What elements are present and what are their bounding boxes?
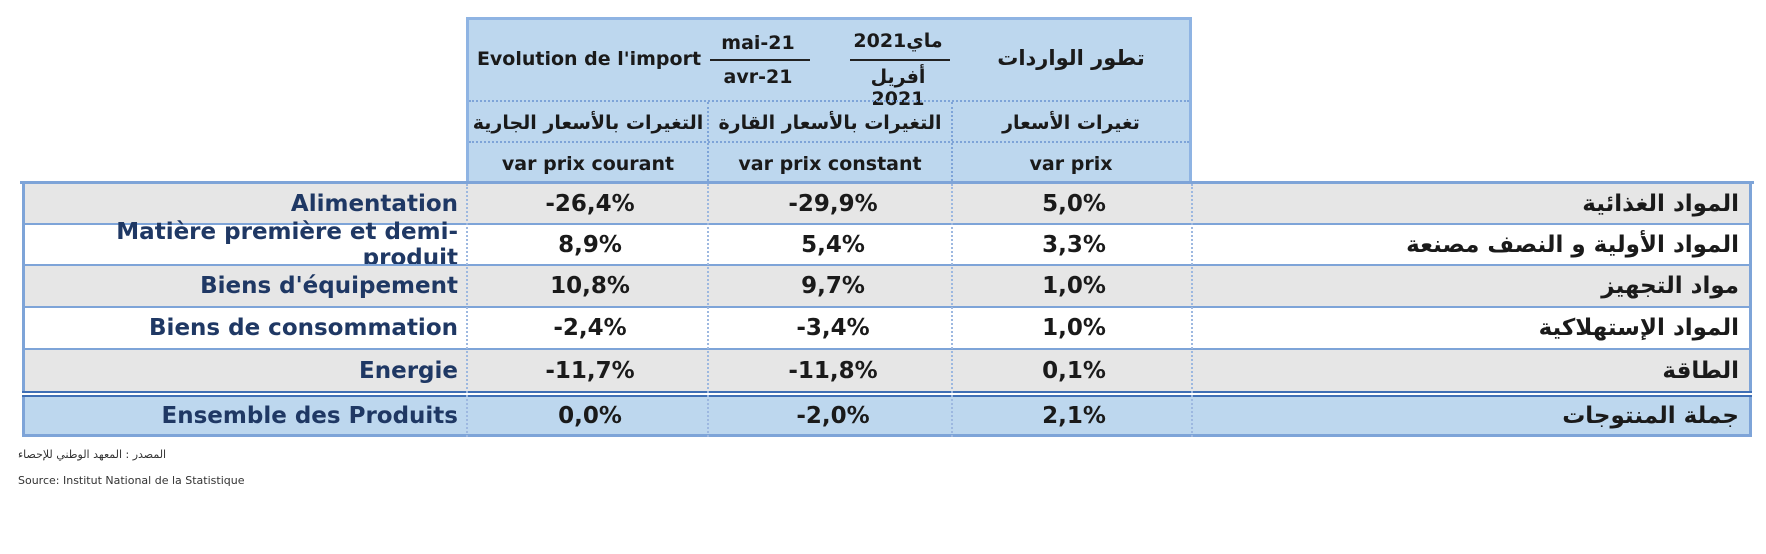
row-value-courant: 10,8% (550, 273, 630, 299)
total-row: Ensemble des Produits 0,0% -2,0% 2,1% جم… (22, 397, 1752, 437)
header-period-top-fr: mai-21 (721, 32, 795, 54)
header-evolution-ar: تطور الواردات (997, 46, 1145, 70)
header-period-line-ar (850, 59, 950, 61)
col-label-ar-prix: تغيرات الأسعار (1002, 112, 1140, 134)
header-separator-2 (469, 141, 1189, 143)
row-divider (22, 348, 1752, 350)
table-row: Biens d'équipement 10,8% 9,7% 1,0% مواد … (22, 266, 1752, 306)
table-body (20, 181, 1754, 185)
col-label-ar-constant: التغيرات بالأسعار القارة (718, 112, 942, 134)
col-label-ar-courant: التغيرات بالأسعار الجارية (472, 112, 704, 134)
row-divider (22, 223, 1752, 225)
table-row: Energie -11,7% -11,8% 0,1% الطاقة (22, 350, 1752, 391)
row-value-courant: -11,7% (545, 357, 635, 384)
header-vdivider-1 (707, 102, 709, 181)
header-block (466, 17, 1192, 181)
row-divider (22, 306, 1752, 308)
row-value-courant: -2,4% (553, 315, 627, 341)
header-evolution-fr: Evolution de l'import (476, 48, 702, 70)
total-value-constant: -2,0% (796, 402, 870, 429)
row-value-prix: 1,0% (1042, 273, 1106, 299)
total-value-courant: 0,0% (558, 402, 622, 429)
row-value-prix: 0,1% (1042, 357, 1106, 384)
row-label-ar: المواد الغذائية (1582, 190, 1739, 217)
row-label-fr: Biens de consommation (149, 315, 458, 341)
body-vdivider-2 (707, 184, 709, 437)
row-value-constant: -3,4% (796, 315, 870, 341)
row-value-constant: 9,7% (801, 273, 865, 299)
header-period-top-ar: ماي2021 (853, 30, 943, 52)
header-period-line-fr (710, 59, 810, 61)
row-value-constant: -11,8% (788, 357, 878, 384)
table-row: Matière première et demi-produit 8,9% 5,… (22, 218, 1752, 271)
row-label-ar: الطاقة (1662, 357, 1739, 384)
body-vdivider-4 (1191, 184, 1193, 437)
row-label-fr: Biens d'équipement (200, 273, 458, 299)
header-period-bottom-fr: avr-21 (723, 66, 793, 88)
total-label-ar: جملة المنتوجات (1562, 402, 1739, 429)
row-value-prix: 5,0% (1042, 190, 1106, 217)
total-divider (22, 391, 1752, 397)
total-value-prix: 2,1% (1042, 402, 1106, 429)
row-label-ar: المواد الإستهلاكية (1538, 315, 1739, 341)
row-value-prix: 3,3% (1042, 231, 1106, 258)
table-row: Biens de consommation -2,4% -3,4% 1,0% ا… (22, 308, 1752, 348)
row-label-fr: Alimentation (290, 190, 458, 217)
header-separator (469, 100, 1189, 102)
row-label-fr: Energie (359, 357, 458, 384)
row-label-fr: Matière première et demi-produit (116, 218, 458, 271)
row-label-ar: مواد التجهيز (1601, 273, 1739, 299)
col-label-fr-courant: var prix courant (501, 153, 675, 175)
row-divider (22, 264, 1752, 266)
col-label-fr-prix: var prix (1029, 153, 1113, 175)
footer-source-fr: Source: Institut National de la Statisti… (18, 474, 245, 487)
row-value-constant: 5,4% (801, 231, 865, 258)
body-vdivider-3 (951, 184, 953, 437)
row-value-courant: -26,4% (545, 190, 635, 217)
row-label-ar: المواد الأولية و النصف مصنعة (1406, 231, 1739, 258)
header-vdivider-2 (951, 102, 953, 181)
row-value-courant: 8,9% (558, 231, 622, 258)
total-label-fr: Ensemble des Produits (161, 402, 458, 429)
row-value-prix: 1,0% (1042, 315, 1106, 341)
footer-source-ar: المصدر : المعهد الوطني للإحصاء (18, 448, 167, 461)
row-value-constant: -29,9% (788, 190, 878, 217)
table-row: Alimentation -26,4% -29,9% 5,0% المواد ا… (22, 184, 1752, 223)
header-period-bottom-ar: أفريل 2021 (870, 66, 926, 110)
body-vdivider-1 (466, 184, 468, 437)
col-label-fr-constant: var prix constant (738, 153, 922, 175)
